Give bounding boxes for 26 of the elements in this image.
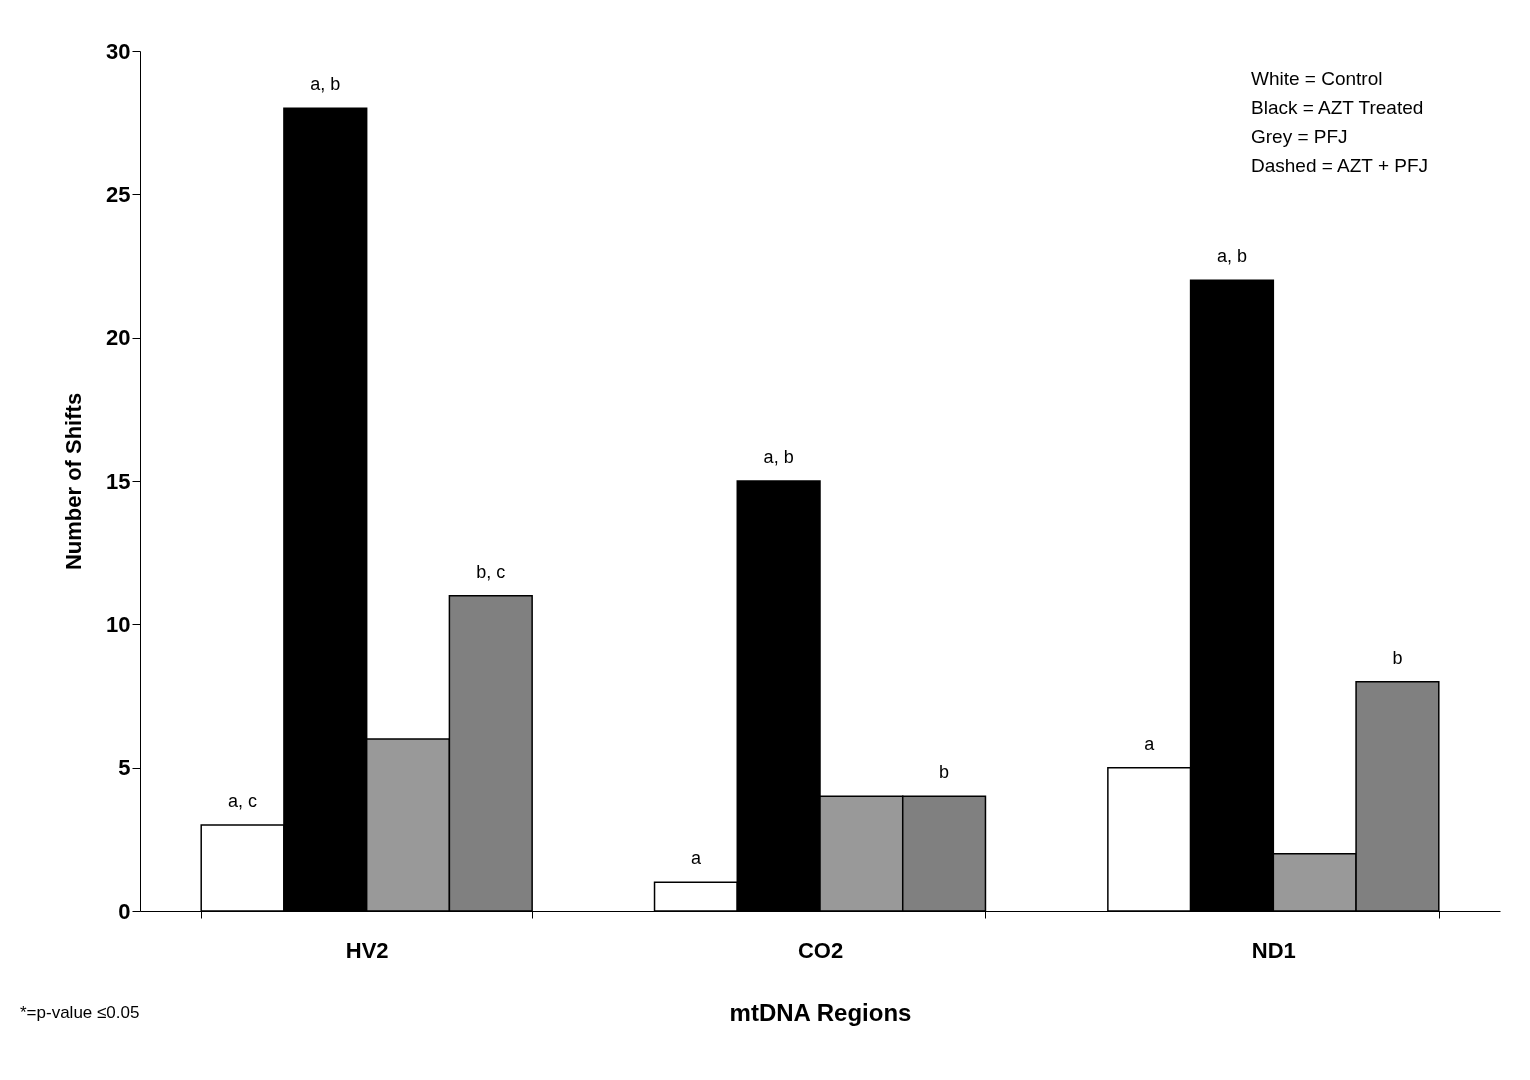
data-label: a, c — [228, 791, 258, 811]
data-label: a — [1144, 733, 1156, 754]
data-label: a, b — [310, 74, 341, 95]
data-label: a, b — [1216, 246, 1247, 267]
y-tick-label: 10 — [106, 611, 131, 637]
y-tick-label: 15 — [106, 468, 131, 494]
y-tick-label: 30 — [106, 38, 131, 64]
x-tick-label: ND1 — [1251, 937, 1296, 963]
data-label: b — [1392, 647, 1403, 668]
y-tick-label: 5 — [118, 755, 131, 781]
annotation: Dashed = AZT + PFJ — [1251, 155, 1429, 176]
data-label: b, c — [476, 561, 506, 582]
data-label: a, b — [763, 447, 794, 467]
y-tick-label: 25 — [106, 181, 131, 207]
text: *=p-value ≤0.05 — [20, 1003, 140, 1022]
x-axis-title: mtDNA Regions — [729, 998, 912, 1026]
annotation: Black = AZT Treated — [1251, 97, 1424, 118]
y-tick-label: 0 — [118, 898, 131, 924]
annotation: Grey = PFJ — [1251, 126, 1348, 147]
x-tick-label: HV2 — [345, 937, 389, 963]
x-tick-label: CO2 — [797, 937, 844, 963]
data-label: a — [690, 848, 702, 869]
y-axis-title: Number of Shifts — [61, 392, 87, 571]
annotation: White = Control — [1251, 68, 1383, 89]
y-tick-label: 20 — [106, 325, 131, 351]
data-label: b — [939, 762, 950, 783]
